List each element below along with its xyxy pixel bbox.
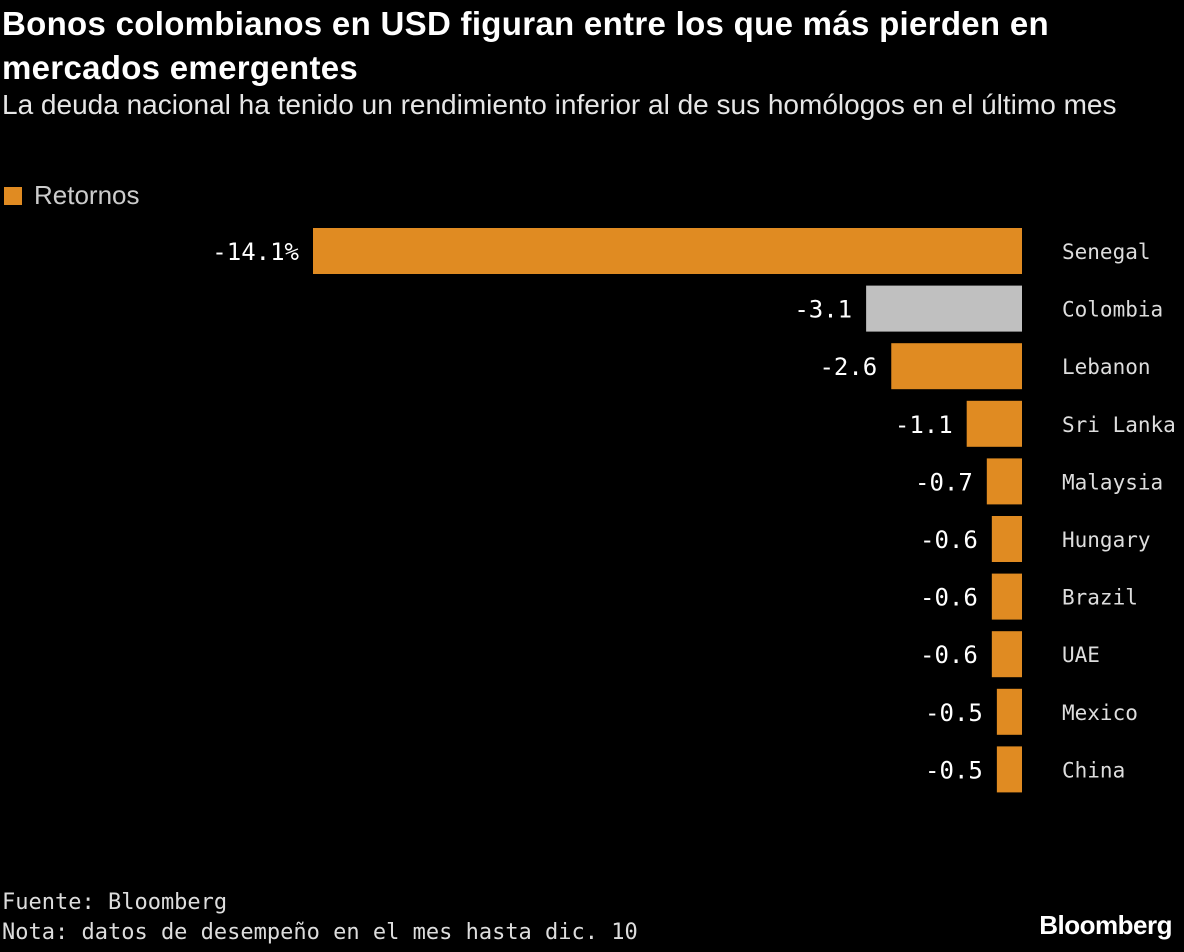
chart-title: Bonos colombianos en USD figuran entre l… [2,5,1049,86]
bar-malaysia [986,458,1022,505]
category-label: Colombia [1062,298,1163,322]
bar-uae [991,631,1022,678]
bar-sri-lanka [966,400,1022,447]
bar-lebanon [891,343,1022,390]
chart-subtitle: La deuda nacional ha tenido un rendimien… [2,89,1117,120]
value-label: -0.6 [920,584,978,612]
category-label: Sri Lanka [1062,413,1176,437]
category-label: China [1062,758,1125,782]
value-label: -0.5 [925,699,983,727]
source-note: Fuente: Bloomberg [2,890,228,915]
legend-label: Retornos [34,180,140,210]
category-label: Hungary [1062,528,1151,552]
legend-swatch [4,186,22,205]
value-label: -0.6 [920,526,978,554]
value-label: -14.1% [212,238,299,266]
category-label: Malaysia [1062,470,1163,494]
bar-hungary [991,516,1022,562]
legend: Retornos [4,180,140,211]
category-label: UAE [1062,643,1100,667]
value-label: -3.1 [794,296,852,324]
footer: Fuente: Bloomberg Nota: datos de desempe… [2,888,638,948]
value-label: -2.6 [819,353,877,381]
bar-senegal [313,228,1022,274]
bar-china [996,746,1022,793]
value-label: -0.5 [925,756,983,784]
category-label: Lebanon [1062,355,1151,379]
value-label: -0.6 [920,641,978,669]
bloomberg-logo: Bloomberg [1039,910,1172,940]
bar-mexico [996,688,1022,735]
value-label: -0.7 [915,468,973,496]
value-label: -1.1 [895,411,953,439]
data-note: Nota: datos de desempeño en el mes hasta… [2,920,638,945]
bar-brazil [991,573,1022,620]
category-label: Senegal [1062,240,1151,264]
category-label: Brazil [1062,586,1138,610]
bar-colombia [866,285,1022,332]
category-label: Mexico [1062,701,1138,725]
